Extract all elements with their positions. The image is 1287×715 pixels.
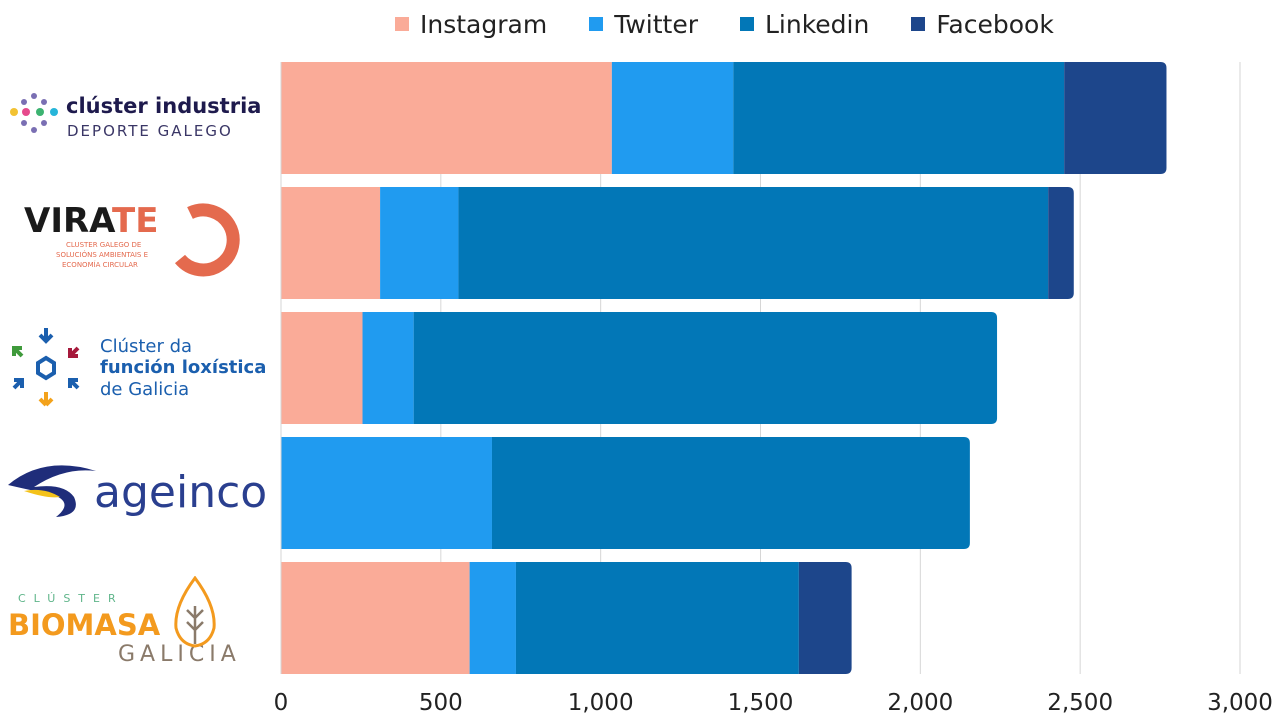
logo-biomasa-line2: BIOMASA <box>8 608 161 642</box>
logo-cluster-deporte-galego: clúster industria DEPORTE GALEGO <box>0 62 270 174</box>
legend-swatch-linkedin <box>739 17 754 31</box>
x-tick-label: 1,000 <box>568 690 634 715</box>
bar-instagram-2 <box>281 187 381 299</box>
legend-swatch-facebook <box>911 17 926 31</box>
logo-loxistica-line3: de Galicia <box>100 379 190 400</box>
logo-ageinco-name: ageinco <box>94 467 268 518</box>
bar-linkedin-1 <box>733 62 1065 174</box>
logo-cluster-funcion-loxistica: Clúster da función loxística de Galicia <box>0 312 270 424</box>
logo-cluster-biomasa-galicia: CLÚSTER BIOMASA GALICIA <box>0 562 270 674</box>
logo-virate-sub2: SOLUCIÓNS AMBIENTAIS E <box>56 251 149 259</box>
x-tick-label: 0 <box>274 690 289 715</box>
legend-label-linkedin: Linkedin <box>764 9 870 39</box>
logo-virate-title-b: TE <box>112 201 159 241</box>
bar-twitter-4 <box>281 437 492 549</box>
bar-instagram-3 <box>281 312 363 424</box>
bar-twitter-5 <box>469 562 516 674</box>
leaf-icon <box>174 576 216 648</box>
bar-instagram-1 <box>281 62 612 174</box>
logo-ageinco: ageinco <box>0 437 270 549</box>
legend-label-instagram: Instagram <box>420 9 548 39</box>
legend-label-facebook: Facebook <box>936 9 1054 39</box>
logo-deporte-line1: clúster industria <box>66 94 262 118</box>
logo-deporte-line2: DEPORTE GALEGO <box>67 122 233 140</box>
bar-twitter-2 <box>380 187 459 299</box>
logo-biomasa-line3: GALICIA <box>118 642 241 667</box>
bar-instagram-5 <box>281 562 470 674</box>
circular-arrow-icon <box>174 203 240 277</box>
logo-biomasa-line1: CLÚSTER <box>18 592 124 605</box>
logo-loxistica-line2: función loxística <box>100 357 267 378</box>
bar-twitter-3 <box>362 312 414 424</box>
x-tick-label: 1,500 <box>728 690 794 715</box>
x-tick-label: 500 <box>419 690 463 715</box>
dots-logo-icon <box>10 93 58 133</box>
x-tick-label: 2,500 <box>1047 690 1113 715</box>
logo-loxistica-line1: Clúster da <box>100 336 193 357</box>
bar-linkedin-4 <box>491 437 970 549</box>
logo-virate: VIRA TE CLUSTER GALEGO DE SOLUCIÓNS AMBI… <box>0 187 270 299</box>
bar-twitter-1 <box>611 62 734 174</box>
legend-item-twitter: Twitter <box>589 10 698 39</box>
ageinco-swoosh-icon <box>8 465 96 517</box>
bar-facebook-5 <box>798 562 852 674</box>
chart-legend: Instagram Twitter Linkedin Facebook <box>395 6 1096 42</box>
legend-item-linkedin: Linkedin <box>739 9 870 39</box>
logo-virate-title-a: VIRA <box>24 201 116 241</box>
legend-label-twitter: Twitter <box>614 9 698 39</box>
logo-virate-sub1: CLUSTER GALEGO DE <box>66 241 142 249</box>
legend-swatch-twitter <box>589 17 604 31</box>
bar-linkedin-2 <box>458 187 1049 299</box>
legend-item-facebook: Facebook <box>911 9 1054 39</box>
bar-facebook-1 <box>1064 62 1167 174</box>
arrows-hexagon-icon <box>12 328 80 407</box>
x-tick-label: 2,000 <box>887 690 953 715</box>
x-tick-label: 3,000 <box>1207 690 1273 715</box>
bar-linkedin-3 <box>413 312 998 424</box>
logo-virate-sub3: ECONOMÍA CIRCULAR <box>62 261 138 269</box>
legend-swatch-instagram <box>395 17 409 31</box>
bar-facebook-2 <box>1048 187 1074 299</box>
legend-item-instagram: Instagram <box>395 10 547 39</box>
bar-linkedin-5 <box>515 562 799 674</box>
